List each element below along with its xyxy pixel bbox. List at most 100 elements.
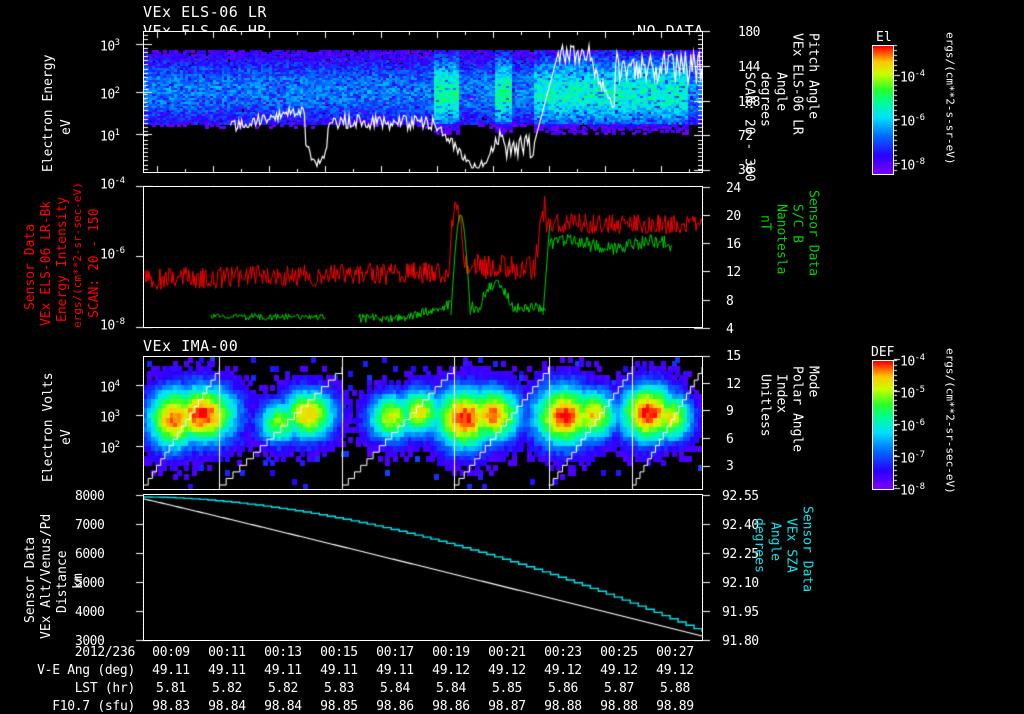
panel1-ytick-0: 103 (100, 38, 120, 55)
panel3-left-label-2: eV (59, 429, 74, 445)
panel4-left-label-1: Sensor Data (23, 536, 38, 623)
colorbar1-tick-0: 10-4 (900, 69, 925, 86)
panel4-right-label-2: VEx SZA (783, 518, 799, 573)
panel4-ytick-0: 8000 (75, 489, 105, 504)
panel1-right-label-1: Pitch Angle (805, 33, 821, 120)
panel1-rtick-3: 72 (738, 129, 753, 144)
panel4-ytick-1: 7000 (75, 518, 105, 533)
bottom-cell-time-6: 00:21 (488, 645, 526, 660)
panel2-rtick-0: 24 (726, 181, 741, 196)
panel4-ytick-2: 6000 (75, 547, 105, 562)
panel1-plot-area[interactable] (143, 31, 703, 173)
panel1-ytick-2: 101 (100, 128, 120, 145)
panel1-rtick-2: 108 (738, 95, 760, 110)
panel2-ytick-1: 10-6 (100, 246, 125, 263)
panel3-ytick-1: 103 (100, 409, 120, 426)
panel3-ytick-2: 102 (100, 440, 120, 457)
bottom-cell-time-7: 00:23 (544, 645, 582, 660)
bottom-cell-ve-ang-2: 49.11 (264, 663, 302, 678)
panel3-right-label-4: Unitless (757, 374, 773, 437)
panel2-plot-area[interactable] (143, 186, 703, 328)
panel2-right-label-2: S/C B (789, 204, 805, 244)
colorbar1-tick-1: 10-6 (900, 113, 925, 130)
bottom-row-label-f107: F10.7 (sfu) (52, 699, 135, 714)
bottom-cell-ve-ang-0: 49.11 (152, 663, 190, 678)
bottom-cell-time-8: 00:25 (600, 645, 638, 660)
panel4-line-canvas (144, 495, 702, 640)
panel4-rtick-1: 92.40 (722, 518, 759, 533)
panel4-rtick-4: 91.95 (722, 605, 759, 620)
panel3-title: VEx IMA-00 (143, 337, 239, 355)
bottom-cell-time-0: 00:09 (152, 645, 190, 660)
panel3-rtick-0: 15 (726, 349, 741, 364)
colorbar2-tick-4: 10-8 (900, 482, 925, 499)
panel1-right-label-4: degrees (757, 72, 773, 127)
panel3-right-label-1: Mode (805, 366, 821, 398)
panel2-left-label-1: Sensor Data (23, 223, 38, 310)
panel1-ytick-1: 102 (100, 86, 120, 103)
bottom-cell-ve-ang-1: 49.11 (208, 663, 246, 678)
bottom-cell-lst-4: 5.84 (379, 681, 411, 696)
panel1-title-lr: VEx ELS-06 LR (143, 3, 267, 21)
panel2-left-label-4: ergs/(cm**2-sr-sec-eV) (71, 182, 84, 328)
panel3-right-label-2: Polar Angle (789, 366, 805, 453)
panel1-ylabel-2: eV (59, 119, 74, 135)
panel4-left-label-2: VEx Alt/Venus/Pd (39, 513, 54, 639)
colorbar2 (872, 360, 894, 490)
panel4-left-label-3: Distance (55, 550, 70, 613)
panel1-rtick-1: 144 (738, 60, 760, 75)
panel2-left-label-3: Energy Intensity (55, 196, 70, 322)
bottom-cell-lst-5: 5.84 (435, 681, 467, 696)
panel3-left-label-1: Electron Volts (41, 372, 56, 482)
colorbar2-tick-2: 10-6 (900, 418, 925, 435)
panel1-right-label-5: SCAN: 20 - 300 (741, 72, 757, 182)
panel3-ytick-0: 104 (100, 379, 120, 396)
bottom-cell-ve-ang-6: 49.12 (488, 663, 526, 678)
panel1-right-label-2: VEx ELS-06 LR (789, 33, 805, 135)
panel2-right-label-1: Sensor Data (805, 190, 821, 277)
panel2-rtick-4: 8 (726, 294, 734, 309)
panel3-rtick-2: 9 (726, 404, 734, 419)
panel2-left-label-2: VEx ELS-06 LR-Bk (39, 200, 54, 326)
bottom-cell-lst-7: 5.86 (547, 681, 579, 696)
bottom-row-label-ve-ang: V-E Ang (deg) (37, 663, 135, 678)
colorbar2-tick-1: 10-5 (900, 385, 925, 402)
colorbar2-tick-0: 10-4 (900, 353, 925, 370)
bottom-cell-ve-ang-7: 49.12 (544, 663, 582, 678)
bottom-cell-f107-1: 98.84 (208, 699, 246, 714)
colorbar2-unit: ergs/(cm**2-sr-sec-eV) (943, 348, 957, 494)
bottom-cell-time-5: 00:19 (432, 645, 470, 660)
colorbar2-name: DEF (871, 345, 895, 360)
panel4-ytick-3: 5000 (75, 576, 105, 591)
panel4-plot-area[interactable] (143, 494, 703, 641)
panel3-plot-area[interactable] (143, 356, 703, 490)
colorbar1-unit: ergs/(cm**2-s-sr-eV) (943, 32, 957, 165)
panel2-rtick-1: 20 (726, 209, 741, 224)
bottom-cell-ve-ang-5: 49.12 (432, 663, 470, 678)
panel4-rtick-2: 92.25 (722, 547, 759, 562)
bottom-cell-ve-ang-9: 49.12 (656, 663, 694, 678)
panel4-rtick-5: 91.80 (722, 634, 759, 649)
panel4-ytick-5: 3000 (75, 634, 105, 649)
panel1-right-label-3: Angle (773, 72, 789, 112)
panel4-right-label-4: degrees (751, 518, 767, 573)
bottom-row-label-lst: LST (hr) (74, 681, 136, 696)
bottom-cell-time-1: 00:11 (208, 645, 246, 660)
panel3-spectrogram-canvas (144, 357, 702, 489)
bottom-cell-lst-1: 5.82 (211, 681, 243, 696)
panel1-ylabel-1: Electron Energy (41, 54, 56, 172)
bottom-cell-f107-0: 98.83 (152, 699, 190, 714)
panel2-line-canvas (144, 187, 702, 327)
panel1-spectrogram-canvas (144, 32, 702, 172)
bottom-cell-f107-4: 98.86 (376, 699, 414, 714)
bottom-cell-lst-8: 5.87 (603, 681, 635, 696)
bottom-cell-lst-3: 5.83 (323, 681, 355, 696)
panel2-rtick-3: 12 (726, 265, 741, 280)
panel3-rtick-3: 6 (726, 432, 734, 447)
bottom-cell-lst-6: 5.85 (491, 681, 523, 696)
bottom-cell-f107-6: 98.87 (488, 699, 526, 714)
bottom-cell-time-9: 00:27 (656, 645, 694, 660)
panel2-right-label-4: nT (757, 215, 773, 231)
panel2-right-label-3: Nanotesla (773, 204, 789, 275)
